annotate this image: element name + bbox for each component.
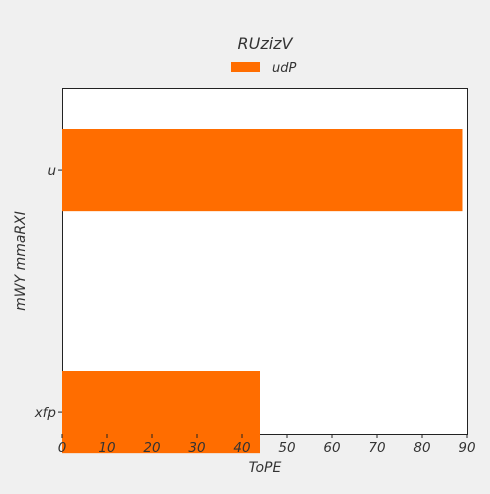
x-tick-label: 0 bbox=[58, 440, 67, 456]
bars-group bbox=[62, 129, 463, 454]
x-tick-label: 20 bbox=[143, 440, 160, 456]
bar-u bbox=[62, 129, 463, 212]
x-tick-label: 30 bbox=[188, 440, 205, 456]
bar-xfp bbox=[62, 371, 260, 454]
x-tick-label: 50 bbox=[278, 440, 295, 456]
x-axis-ticks: 0 10 20 30 40 50 60 70 80 90 bbox=[58, 434, 476, 456]
legend-swatch bbox=[231, 62, 260, 72]
y-axis-ticks: u xfp bbox=[34, 163, 62, 421]
x-tick-label: 10 bbox=[98, 440, 115, 456]
y-tick-label: xfp bbox=[34, 405, 56, 421]
x-axis-label: ToPE bbox=[249, 460, 282, 476]
y-tick-label: u bbox=[47, 163, 56, 179]
chart-title: RUzizV bbox=[237, 34, 293, 53]
x-tick-label: 70 bbox=[368, 440, 385, 456]
x-tick-label: 40 bbox=[233, 440, 250, 456]
x-tick-label: 60 bbox=[323, 440, 340, 456]
y-axis-label: mWY mmaRXI bbox=[13, 211, 29, 311]
x-tick-label: 80 bbox=[413, 440, 430, 456]
x-tick-label: 90 bbox=[458, 440, 475, 456]
legend-label: udP bbox=[272, 61, 296, 76]
